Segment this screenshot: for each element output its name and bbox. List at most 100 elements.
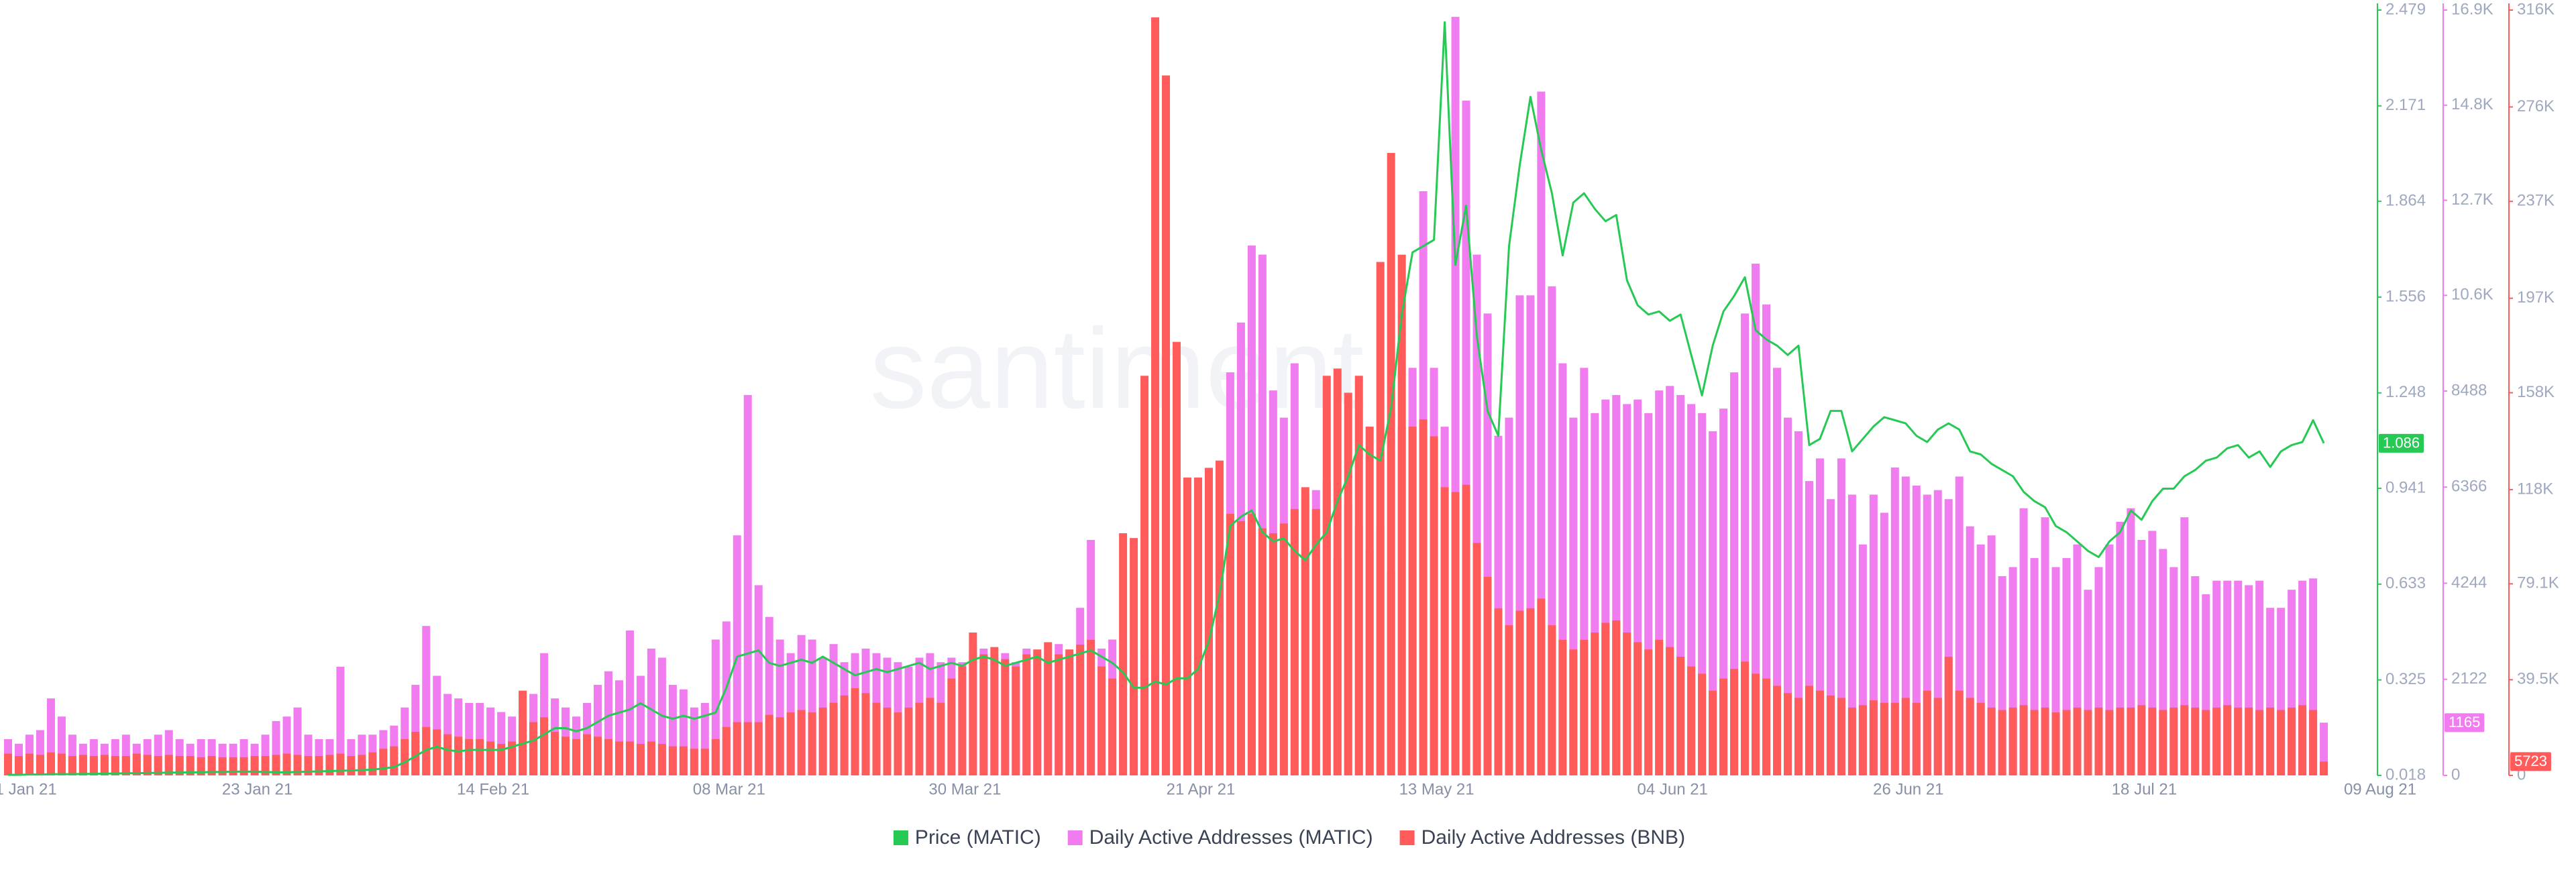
bar [1901,698,1910,775]
bar [1440,487,1449,775]
bar [1301,487,1309,775]
bar [540,717,549,775]
bar [368,752,377,775]
bar [1976,702,1985,775]
bar [915,702,924,775]
bar [1462,484,1470,775]
bar [1193,477,1202,775]
bar [2062,710,2071,775]
bar [818,707,827,775]
bar [1676,657,1685,775]
bar [1966,698,1974,775]
bar [2051,712,2060,775]
bar [1912,702,1921,775]
bar [1311,508,1320,775]
bar [1140,376,1149,775]
bar [1773,368,1782,775]
bar [325,755,334,775]
bar [1537,598,1546,775]
bar [529,722,538,775]
y-tick-label: 2.479 [2385,0,2426,18]
bar [1869,700,1878,775]
y-tick-label: 12.7K [2451,190,2493,209]
bar [2191,707,2200,775]
bar [1322,376,1331,775]
bar [593,737,602,775]
bar [282,753,291,775]
y-tick-label: 2122 [2451,669,2487,688]
bar [2105,710,2114,775]
bar [743,722,752,775]
y-tick-label: 0.018 [2385,765,2426,783]
legend-label: Daily Active Addresses (BNB) [1421,826,1685,849]
x-tick-label: 13 May 21 [1399,780,1474,798]
bar [1419,419,1428,775]
bar [2212,707,2221,775]
y-tick-label: 316K [2517,0,2555,18]
y-tick-label: 79.1K [2517,574,2559,592]
value-badge-label: 1.086 [2383,435,2420,451]
bar [2137,705,2146,775]
bar [1923,690,1931,775]
bar [1783,693,1792,775]
bar [1494,608,1503,775]
bar [1515,610,1524,775]
x-tick-label: 09 Aug 21 [2344,780,2416,798]
y-tick-label: 6366 [2451,478,2487,496]
bar [111,756,119,775]
bar [1633,642,1642,775]
bar [132,753,141,775]
y-tick-label: 4244 [2451,574,2487,592]
bar [121,756,130,775]
bar [1204,468,1213,775]
bar [647,741,655,775]
bar [1847,494,1856,775]
bar [347,756,356,775]
bar [1022,654,1031,775]
bar [336,666,345,775]
bar [2277,710,2286,775]
bar [1279,523,1288,775]
bar [1162,75,1171,776]
y-tick-label: 118K [2517,480,2553,498]
bar [1709,690,1717,775]
bar [894,712,902,775]
y-tick-label: 0.941 [2385,478,2426,496]
bar [293,755,302,775]
bar [1623,632,1631,775]
bar [1333,368,1342,775]
bar [743,394,752,775]
bar [1794,698,1803,775]
bar [2255,710,2264,775]
bar [872,702,881,775]
bar [1215,460,1224,775]
bar [46,752,55,775]
bar [1376,262,1385,775]
bar [1236,521,1245,775]
bar [690,749,698,775]
bar [733,535,741,775]
y-tick-label: 158K [2517,383,2555,401]
bar [1741,661,1750,775]
bar [657,744,666,775]
y-tick-label: 0.325 [2385,670,2426,688]
bar [2298,705,2307,775]
legend-label: Price (MATIC) [915,826,1041,849]
bar [2169,707,2178,775]
bar [1344,392,1352,775]
bar-series [3,17,2328,776]
value-badge [2445,713,2485,732]
bar [1666,647,1674,775]
bar [2127,707,2135,775]
bar [164,755,173,775]
bar [2019,705,2028,775]
bar [1698,673,1707,775]
bar [1387,153,1395,776]
bar [851,688,859,775]
y-tick-label: 39.5K [2517,670,2559,688]
bar [1065,649,1074,775]
bar [379,749,388,775]
bar [2180,705,2189,775]
bar [561,737,570,775]
y-tick-label: 1.556 [2385,287,2426,305]
